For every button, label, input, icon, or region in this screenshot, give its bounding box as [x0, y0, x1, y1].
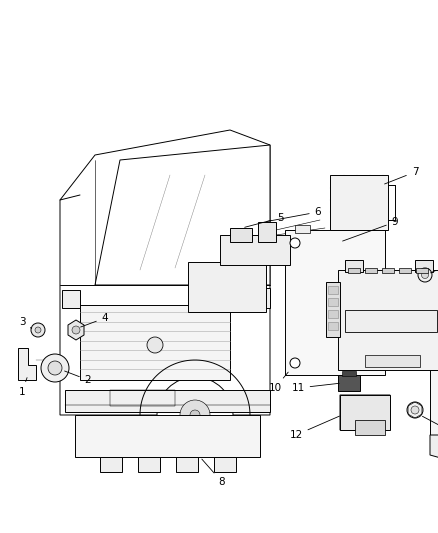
Bar: [285, 230, 385, 375]
Bar: [75, 415, 260, 457]
Bar: [258, 222, 276, 242]
Text: 2: 2: [64, 371, 91, 385]
Bar: [348, 268, 360, 273]
Text: 12: 12: [290, 416, 339, 440]
Bar: [416, 268, 428, 273]
Text: 5: 5: [245, 213, 283, 227]
Bar: [382, 268, 394, 273]
Bar: [80, 305, 230, 380]
Circle shape: [31, 323, 45, 337]
Circle shape: [411, 406, 419, 414]
Bar: [326, 282, 340, 337]
Text: 14: 14: [423, 416, 438, 437]
Circle shape: [290, 238, 300, 248]
Polygon shape: [340, 395, 390, 430]
Bar: [340, 395, 390, 430]
Bar: [328, 286, 338, 294]
Text: 3: 3: [19, 317, 32, 328]
Polygon shape: [18, 348, 36, 380]
Bar: [355, 420, 385, 435]
Bar: [435, 278, 438, 286]
Circle shape: [41, 354, 69, 382]
Bar: [338, 375, 360, 391]
Bar: [345, 260, 363, 272]
Bar: [65, 390, 270, 412]
Bar: [415, 260, 433, 272]
Text: SRL: SRL: [386, 361, 398, 367]
Bar: [176, 457, 198, 472]
Bar: [230, 228, 252, 242]
Bar: [338, 270, 438, 370]
Polygon shape: [430, 435, 438, 460]
Text: 4: 4: [81, 313, 108, 327]
Text: 6: 6: [267, 207, 321, 222]
Circle shape: [180, 400, 210, 430]
Polygon shape: [68, 320, 84, 340]
Circle shape: [157, 377, 233, 453]
Circle shape: [421, 271, 428, 279]
Circle shape: [147, 337, 163, 353]
Text: 9: 9: [343, 217, 398, 241]
Bar: [214, 457, 236, 472]
Circle shape: [72, 326, 80, 334]
Circle shape: [190, 410, 200, 420]
Bar: [328, 298, 338, 306]
Circle shape: [48, 361, 62, 375]
Bar: [430, 280, 438, 435]
Circle shape: [418, 268, 432, 282]
Bar: [328, 322, 338, 330]
Text: 8: 8: [202, 459, 225, 487]
Bar: [220, 235, 290, 265]
Bar: [62, 290, 80, 308]
Circle shape: [35, 327, 41, 333]
Bar: [365, 355, 420, 367]
Bar: [330, 175, 388, 230]
Bar: [295, 225, 310, 233]
Text: 1: 1: [19, 377, 27, 397]
Bar: [345, 310, 437, 332]
Bar: [328, 310, 338, 318]
Circle shape: [407, 402, 423, 418]
Text: 16: 16: [431, 260, 438, 273]
Bar: [188, 262, 266, 312]
Text: 7: 7: [385, 167, 418, 184]
Bar: [100, 457, 122, 472]
Bar: [232, 288, 270, 308]
Text: 11: 11: [291, 383, 339, 393]
Circle shape: [290, 358, 300, 368]
Text: 10: 10: [268, 372, 288, 393]
Bar: [110, 390, 175, 406]
Bar: [138, 457, 160, 472]
Bar: [365, 268, 377, 273]
Polygon shape: [95, 145, 270, 285]
Bar: [342, 371, 356, 376]
Polygon shape: [60, 130, 270, 415]
Bar: [399, 268, 411, 273]
